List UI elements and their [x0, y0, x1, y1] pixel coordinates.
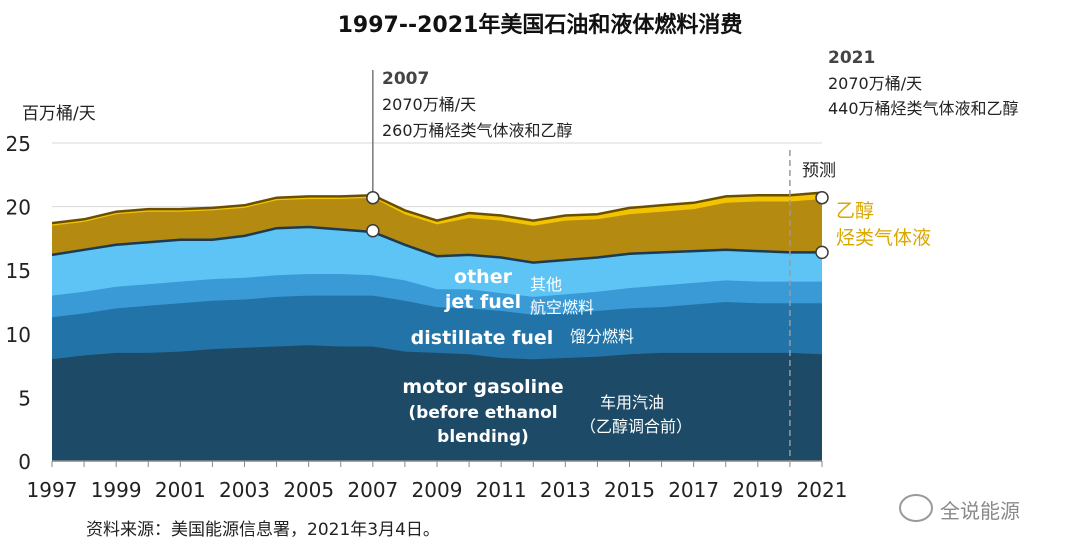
area-0	[52, 345, 822, 461]
series-label-jet: jet fuel	[444, 291, 521, 313]
annotation-year-2007: 2007	[382, 69, 429, 89]
x-tick-label: 2011	[476, 478, 527, 502]
series-label-gasoline-zh: 车用汽油	[600, 393, 664, 412]
annotation-line: 440万桶烃类气体液和乙醇	[828, 99, 1019, 118]
x-tick-label: 2017	[668, 478, 719, 502]
chart-title: 1997--2021年美国石油和液体燃料消费	[338, 12, 743, 38]
series-label-distillate: distillate fuel	[411, 327, 554, 349]
x-tick-label: 2001	[155, 478, 206, 502]
annotation-line: 2070万桶/天	[828, 74, 922, 93]
y-tick-label: 15	[6, 259, 31, 283]
x-tick-label: 1999	[91, 478, 142, 502]
total-line	[51, 191, 823, 225]
wechat-icon	[899, 494, 933, 522]
series-label-gasoline-zh: （乙醇调合前）	[580, 417, 692, 436]
y-tick-label: 25	[6, 132, 31, 156]
watermark: 全说能源	[899, 494, 1020, 523]
legend-ethanol: 乙醇	[836, 200, 874, 222]
data-point-marker	[366, 190, 380, 205]
x-tick-label: 2013	[540, 478, 591, 502]
x-tick-label: 2005	[283, 478, 334, 502]
series-label-jet-zh: 航空燃料	[530, 298, 594, 317]
liquids-line	[51, 225, 822, 264]
x-tick-label: 2019	[732, 478, 783, 502]
annotation-line: 260万桶烃类气体液和乙醇	[382, 121, 573, 140]
source-note: 资料来源：美国能源信息署，2021年3月4日。	[86, 520, 440, 540]
watermark-text: 全说能源	[940, 499, 1020, 523]
x-tick-label: 2003	[219, 478, 270, 502]
data-point-marker	[815, 190, 829, 205]
series-label-gasoline: (before ethanol	[408, 403, 557, 423]
x-tick-label: 1997	[27, 478, 78, 502]
forecast-label: 预测	[802, 161, 836, 181]
series-label-gasoline: motor gasoline	[402, 376, 563, 398]
series-label-other: other	[454, 266, 513, 288]
annotation-year-2021: 2021	[828, 48, 875, 68]
x-tick-label: 2007	[347, 478, 398, 502]
legend-hgl: 烃类气体液	[836, 227, 931, 249]
data-point-marker	[815, 245, 829, 260]
x-tick-label: 2009	[412, 478, 463, 502]
y-tick-label: 10	[6, 323, 31, 347]
series-label-gasoline: blending)	[437, 427, 529, 447]
y-tick-label: 0	[18, 450, 31, 474]
series-label-other-zh: 其他	[530, 275, 562, 294]
data-point-marker	[366, 224, 380, 238]
series-label-distillate-zh: 馏分燃料	[570, 327, 634, 346]
annotation-line: 2070万桶/天	[382, 95, 476, 114]
y-tick-label: 5	[18, 386, 31, 410]
y-tick-label: 20	[6, 196, 31, 220]
x-tick-label: 2015	[604, 478, 655, 502]
y-axis-label: 百万桶/天	[22, 104, 96, 124]
x-tick-label: 2021	[797, 478, 848, 502]
